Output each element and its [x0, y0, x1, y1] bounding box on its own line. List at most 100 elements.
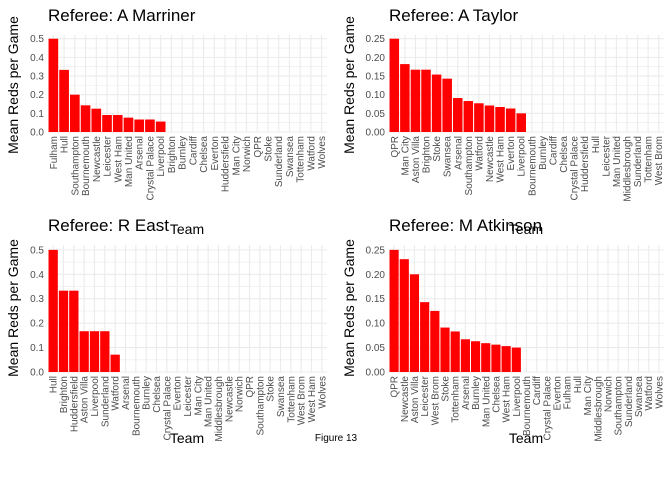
y-tick-label: 0.10 [366, 319, 386, 330]
bar-qpr [389, 249, 399, 372]
x-tick-label: Stoke [432, 136, 443, 162]
x-tick-label: Bournemouth [81, 136, 92, 196]
y-tick-label: 0.00 [366, 368, 386, 379]
bar-stoke [431, 74, 442, 132]
x-tick-label: Crystal Palace [162, 376, 173, 441]
x-tick-label: Hull [573, 376, 584, 393]
y-tick-label: 0.25 [366, 34, 386, 45]
bar-sunderland [100, 331, 110, 372]
x-tick-label: Sunderland [624, 376, 635, 427]
y-tick-label: 0.15 [366, 72, 386, 83]
bar-newcastle [91, 108, 102, 132]
x-tick-label: Everton [553, 376, 564, 410]
y-tick-label: 0.4 [30, 270, 44, 281]
x-tick-label: Tottenham [644, 136, 655, 183]
x-tick-label: Crystal Palace [542, 376, 553, 441]
bar-swansea [442, 78, 452, 132]
x-tick-label: Sunderland [633, 136, 644, 187]
x-tick-label: Norwich [235, 376, 246, 412]
x-tick-label: Southampton [70, 136, 81, 196]
x-tick-label: Southampton [464, 136, 475, 196]
x-axis-label: Team [509, 221, 543, 237]
x-tick-label: West Ham [307, 376, 318, 423]
bar-west-ham [501, 346, 511, 372]
x-tick-label: Hull [591, 136, 602, 153]
bar-aston-villa [410, 69, 421, 132]
y-tick-label: 0.00 [366, 128, 386, 139]
x-tick-label: QPR [245, 376, 256, 398]
x-tick-label: Southampton [614, 376, 625, 436]
bar-everton [505, 108, 516, 132]
y-tick-label: 0.2 [30, 90, 44, 101]
x-tick-label: Liverpool [156, 136, 167, 177]
chart-title: Referee: A Taylor [389, 6, 518, 25]
x-tick-label: Watford [474, 136, 485, 171]
x-tick-label: Arsenal [453, 136, 464, 170]
x-axis-label: Team [170, 221, 204, 237]
x-tick-label: Everton [173, 376, 184, 410]
bar-west-ham [495, 107, 505, 132]
bar-qpr [389, 38, 400, 132]
x-tick-label: West Ham [113, 136, 124, 183]
x-tick-label: West Brom [297, 376, 308, 425]
chart-title: Referee: M Atkinson [389, 216, 542, 235]
y-axis-label: Mean Reds per Game [341, 16, 357, 154]
x-tick-label: Burnley [471, 376, 482, 410]
x-tick-label: Man City [400, 136, 411, 175]
bar-huddersfield [69, 290, 79, 372]
x-tick-label: Norwich [603, 376, 614, 412]
y-tick-label: 0.1 [30, 343, 44, 354]
bar-southampton [69, 94, 80, 132]
bar-tottenham [450, 331, 460, 372]
x-tick-label: Bournemouth [522, 376, 533, 436]
x-tick-label: Man United [204, 376, 215, 427]
x-tick-label: Liverpool [512, 376, 523, 417]
x-tick-label: Swansea [276, 376, 287, 418]
y-tick-label: 0.0 [30, 128, 44, 139]
x-tick-label: Sunderland [100, 376, 111, 427]
x-axis-label: Team [509, 430, 543, 446]
x-tick-label: Leicester [601, 135, 612, 176]
chart-panel-2: 0.00 0.05 0.10 0.15 0.20 0.25 QPR Man City Aston… [341, 6, 665, 237]
x-tick-label: Brighton [167, 136, 178, 173]
x-tick-label: Middlesbrough [593, 376, 604, 442]
bar-liverpool [89, 331, 100, 372]
bar-newcastle [484, 105, 495, 132]
x-tick-label: Burnley [142, 376, 153, 410]
y-tick-label: 0.15 [366, 294, 386, 305]
x-tick-label: Swansea [443, 136, 454, 178]
y-tick-label: 0.10 [366, 90, 386, 101]
x-tick-label: Leicester [103, 135, 114, 176]
x-tick-label: QPR [390, 376, 401, 398]
y-tick-label: 0.2 [30, 319, 44, 330]
x-tick-label: Bournemouth [527, 136, 538, 196]
x-tick-label: QPR [253, 136, 264, 158]
x-tick-label: Aston Villa [80, 376, 91, 424]
x-tick-label: Liverpool [90, 376, 101, 417]
bar-west-brom [430, 310, 440, 372]
bar-crystal-palace [145, 119, 155, 132]
x-tick-label: Hull [60, 136, 71, 153]
x-tick-label: Arsenal [461, 376, 472, 410]
x-tick-label: West Brom [654, 136, 665, 185]
y-tick-label: 0.3 [30, 294, 44, 305]
x-tick-label: Brighton [422, 136, 433, 173]
x-tick-label: Aston Villa [411, 136, 422, 184]
x-tick-label: Aston Villa [410, 376, 421, 424]
x-tick-label: Man City [193, 376, 204, 415]
x-tick-label: Liverpool [517, 136, 528, 177]
bar-hull [48, 249, 58, 372]
x-tick-label: West Ham [496, 136, 507, 183]
bar-liverpool [511, 347, 521, 372]
x-tick-label: Cardiff [188, 136, 199, 165]
x-tick-label: Fulham [49, 136, 60, 169]
x-tick-label: Middlesbrough [622, 136, 633, 202]
x-tick-label: Southampton [255, 376, 266, 436]
x-tick-label: Newcastle [485, 136, 496, 183]
x-tick-label: Tottenham [286, 376, 297, 423]
bar-chelsea [491, 344, 501, 372]
x-tick-label: Watford [644, 376, 655, 411]
y-tick-label: 0.0 [30, 368, 44, 379]
chart-panel-3: 0.0 0.1 0.2 0.3 0.4 0.5 Hull Brighton Huddersfie… [5, 216, 328, 446]
